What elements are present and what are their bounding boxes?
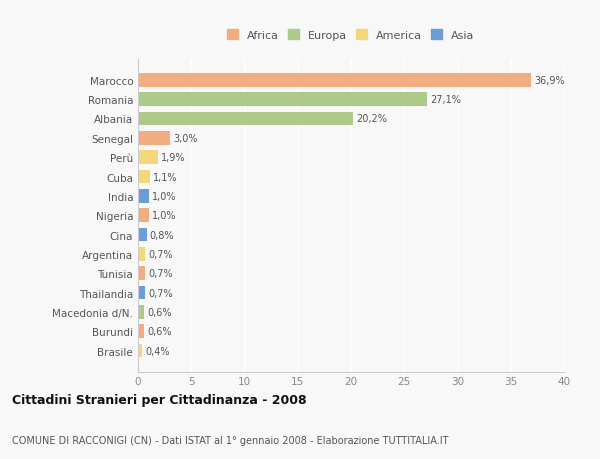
Text: 0,7%: 0,7%	[149, 288, 173, 298]
Text: 0,6%: 0,6%	[148, 326, 172, 336]
Text: 20,2%: 20,2%	[356, 114, 387, 124]
Bar	[138, 112, 353, 126]
Bar	[138, 74, 531, 87]
Text: 0,7%: 0,7%	[149, 249, 173, 259]
Text: 0,4%: 0,4%	[145, 346, 170, 356]
Text: 1,0%: 1,0%	[152, 211, 176, 221]
Text: 1,1%: 1,1%	[153, 172, 178, 182]
Text: 0,7%: 0,7%	[149, 269, 173, 279]
Bar	[138, 306, 145, 319]
Bar	[138, 267, 145, 280]
Bar	[138, 93, 427, 106]
Text: 0,8%: 0,8%	[150, 230, 174, 240]
Bar	[138, 344, 142, 358]
Bar	[138, 151, 158, 165]
Bar	[138, 209, 149, 223]
Text: 27,1%: 27,1%	[430, 95, 461, 105]
Bar	[138, 190, 149, 203]
Bar	[138, 228, 146, 242]
Text: 0,6%: 0,6%	[148, 307, 172, 317]
Text: Cittadini Stranieri per Cittadinanza - 2008: Cittadini Stranieri per Cittadinanza - 2…	[12, 393, 307, 406]
Bar	[138, 325, 145, 338]
Bar	[138, 247, 145, 261]
Legend: Africa, Europa, America, Asia: Africa, Europa, America, Asia	[225, 28, 477, 43]
Bar	[138, 170, 150, 184]
Text: 3,0%: 3,0%	[173, 134, 197, 144]
Text: COMUNE DI RACCONIGI (CN) - Dati ISTAT al 1° gennaio 2008 - Elaborazione TUTTITAL: COMUNE DI RACCONIGI (CN) - Dati ISTAT al…	[12, 435, 449, 445]
Text: 1,0%: 1,0%	[152, 191, 176, 202]
Bar	[138, 132, 170, 146]
Bar	[138, 286, 145, 300]
Text: 1,9%: 1,9%	[161, 153, 186, 163]
Text: 36,9%: 36,9%	[534, 76, 565, 85]
